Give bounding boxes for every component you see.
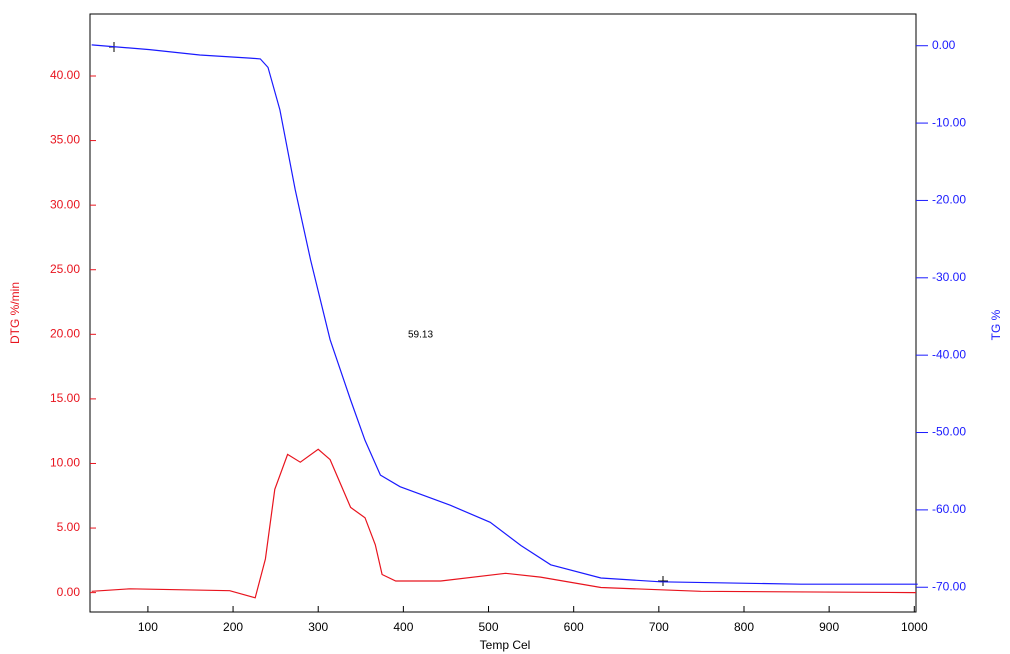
marker-cross — [109, 42, 668, 586]
x-tick-label: 1000 — [901, 620, 928, 634]
y-tick-label: 0.00 — [57, 585, 81, 599]
y-tick-label: 40.00 — [50, 68, 80, 82]
x-tick-label: 800 — [734, 620, 754, 634]
y2-tick-label: -40.00 — [932, 347, 966, 361]
y2-tick-label: -50.00 — [932, 425, 966, 439]
y-tick-label: 35.00 — [50, 133, 80, 147]
y-tick-label: 5.00 — [57, 520, 81, 534]
y-axis-title: DTG %/min — [8, 282, 22, 344]
y2-tick-label: -60.00 — [932, 502, 966, 516]
y2-tick-label: -10.00 — [932, 115, 966, 129]
annotation: 59.13 — [408, 330, 433, 341]
x-axis-title: Temp Cel — [480, 638, 531, 652]
y2-tick-label: 0.00 — [932, 38, 956, 52]
y-tick-label: 20.00 — [50, 326, 80, 340]
x-tick-label: 500 — [479, 620, 499, 634]
x-tick-label: 400 — [393, 620, 413, 634]
y2-tick-label: -20.00 — [932, 193, 966, 207]
plot-frame — [89, 13, 917, 613]
y-tick-label: 10.00 — [50, 456, 80, 470]
data-line — [91, 448, 917, 599]
x-tick-label: 600 — [564, 620, 584, 634]
x-tick-label: 100 — [138, 620, 158, 634]
y2-tick-label: -30.00 — [932, 270, 966, 284]
data-line — [91, 44, 918, 585]
y-tick-label: 25.00 — [50, 262, 80, 276]
x-tick-label: 300 — [308, 620, 328, 634]
x-tick-label: 200 — [223, 620, 243, 634]
y2-axis-title: TG % — [989, 309, 1003, 340]
x-tick-label: 900 — [819, 620, 839, 634]
y2-tick-label: -70.00 — [932, 579, 966, 593]
y-tick-label: 30.00 — [50, 197, 80, 211]
y-tick-label: 15.00 — [50, 391, 80, 405]
x-tick-label: 700 — [649, 620, 669, 634]
